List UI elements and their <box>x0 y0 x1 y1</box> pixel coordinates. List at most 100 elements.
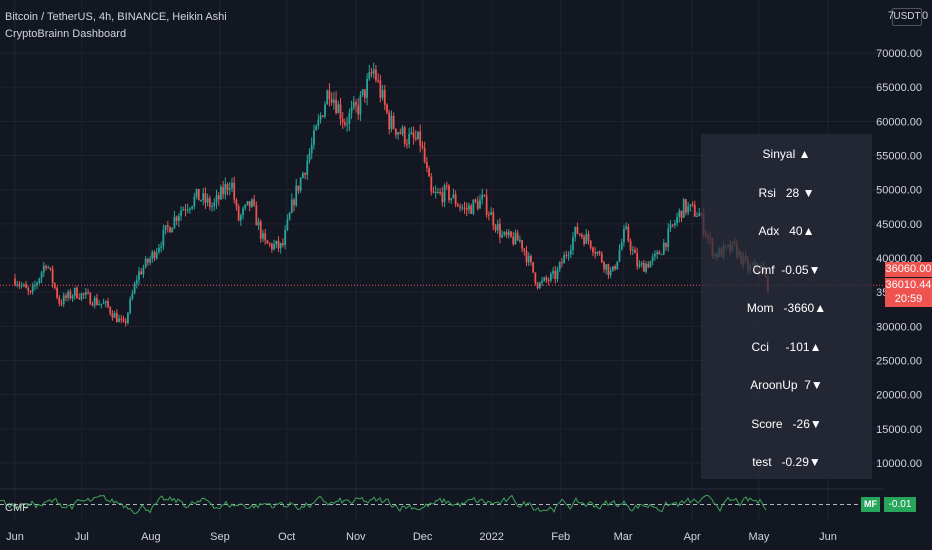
candle-body <box>160 246 163 248</box>
candle-body <box>359 95 362 115</box>
candle-body <box>583 236 585 244</box>
candle-body <box>304 173 306 175</box>
candle-body <box>503 232 506 235</box>
candle-body <box>434 192 437 194</box>
candle-body <box>654 254 656 257</box>
candle-body <box>146 258 149 263</box>
dashboard-row: Rsi 28 ▼ <box>758 185 815 200</box>
candle-body <box>211 206 213 208</box>
candle-body <box>58 297 61 304</box>
candle-body <box>164 225 167 230</box>
candle-body <box>361 89 364 96</box>
candle-body <box>140 271 143 275</box>
candle-body <box>636 253 639 267</box>
candle-body <box>649 261 652 268</box>
candle-body <box>341 119 344 123</box>
candle-body <box>432 191 435 193</box>
price-tick-label: 25000.00 <box>876 356 922 368</box>
candle-body <box>200 200 202 202</box>
candle-body <box>319 115 322 120</box>
candle-body <box>499 223 501 238</box>
candle-body <box>693 204 696 217</box>
candles <box>14 62 769 327</box>
candle-body <box>142 267 145 275</box>
candle-body <box>463 207 466 209</box>
price-tag-countdown: 20:59 <box>885 292 932 307</box>
candle-body <box>638 264 641 267</box>
candle-body <box>56 287 58 298</box>
candle-body <box>494 225 497 231</box>
candle-body <box>282 243 284 245</box>
candle-body <box>585 233 588 244</box>
time-tick-label: Apr <box>684 531 701 543</box>
candle-body <box>47 267 50 269</box>
time-tick-label: Oct <box>278 531 295 543</box>
symbol-title[interactable]: Bitcoin / TetherUS, 4h, BINANCE, Heikin … <box>5 11 227 23</box>
time-tick-label: Feb <box>551 531 570 543</box>
candle-body <box>408 133 411 145</box>
dashboard-row: Mom -3660▲ <box>746 301 827 315</box>
indicator-title[interactable]: CryptoBrainn Dashboard <box>5 28 127 40</box>
legend: Bitcoin / TetherUS, 4h, BINANCE, Heikin … <box>5 9 227 43</box>
candle-body <box>326 90 329 105</box>
candle-body <box>450 198 453 200</box>
candle-body <box>605 264 608 270</box>
candle-body <box>113 313 116 318</box>
price-tick-label: 30000.00 <box>876 321 922 333</box>
candle-body <box>514 232 517 245</box>
candle-body <box>609 270 612 276</box>
candle-body <box>65 295 67 299</box>
dashboard-row: AroonUp 7▼ <box>750 378 823 392</box>
candle-body <box>62 295 65 305</box>
candle-body <box>611 266 614 271</box>
candle-body <box>423 147 426 163</box>
dashboard-row: Cci -101▲ <box>751 339 822 354</box>
candle-body <box>215 195 218 203</box>
candle-body <box>454 194 457 205</box>
candle-body <box>153 251 156 259</box>
currency-button[interactable]: USDT <box>892 8 922 26</box>
candle-body <box>242 208 244 216</box>
candle-body <box>596 251 599 254</box>
candle-body <box>687 206 690 213</box>
candle-body <box>253 199 256 206</box>
candle-body <box>251 199 253 207</box>
candle-body <box>552 270 554 274</box>
candle-body <box>620 242 623 250</box>
candle-body <box>118 318 120 323</box>
candle-body <box>295 185 298 206</box>
candle-body <box>339 104 342 120</box>
candle-body <box>549 273 552 281</box>
candle-body <box>36 282 39 286</box>
candle-body <box>510 231 512 237</box>
candle-body <box>574 226 577 238</box>
candle-body <box>505 232 508 236</box>
candle-body <box>16 284 19 286</box>
time-axis[interactable]: Jun Jul Aug Sep Oct Nov Dec 2022 Feb Mar Apr May Jun <box>6 531 837 543</box>
dashboard-row: Score -26▼ <box>751 416 822 431</box>
candle-body <box>293 199 295 206</box>
candle-body <box>71 295 74 299</box>
candle-body <box>671 224 674 226</box>
candle-body <box>275 240 278 245</box>
candle-body <box>603 262 605 270</box>
candle-body <box>541 280 543 283</box>
candle-body <box>682 199 685 218</box>
candle-body <box>158 247 160 252</box>
price-tick-label: 45000.00 <box>876 219 922 231</box>
candle-body <box>642 262 645 272</box>
candle-body <box>42 265 45 273</box>
candle-body <box>673 223 676 226</box>
candle-body <box>368 72 371 79</box>
cmf-panel <box>0 494 858 515</box>
candle-body <box>386 104 388 113</box>
candle-body <box>96 297 98 305</box>
cmf-label[interactable]: CMF <box>5 502 29 514</box>
candle-body <box>437 192 439 194</box>
price-tag-upper: 36060.00 <box>885 262 932 277</box>
candle-body <box>370 72 373 74</box>
candle-body <box>78 298 81 300</box>
candle-body <box>262 233 264 239</box>
price-axis[interactable]: 70000.00 65000.00 60000.00 55000.00 50000.00… <box>876 48 922 470</box>
dashboard-row: test -0.29▼ <box>752 455 821 469</box>
